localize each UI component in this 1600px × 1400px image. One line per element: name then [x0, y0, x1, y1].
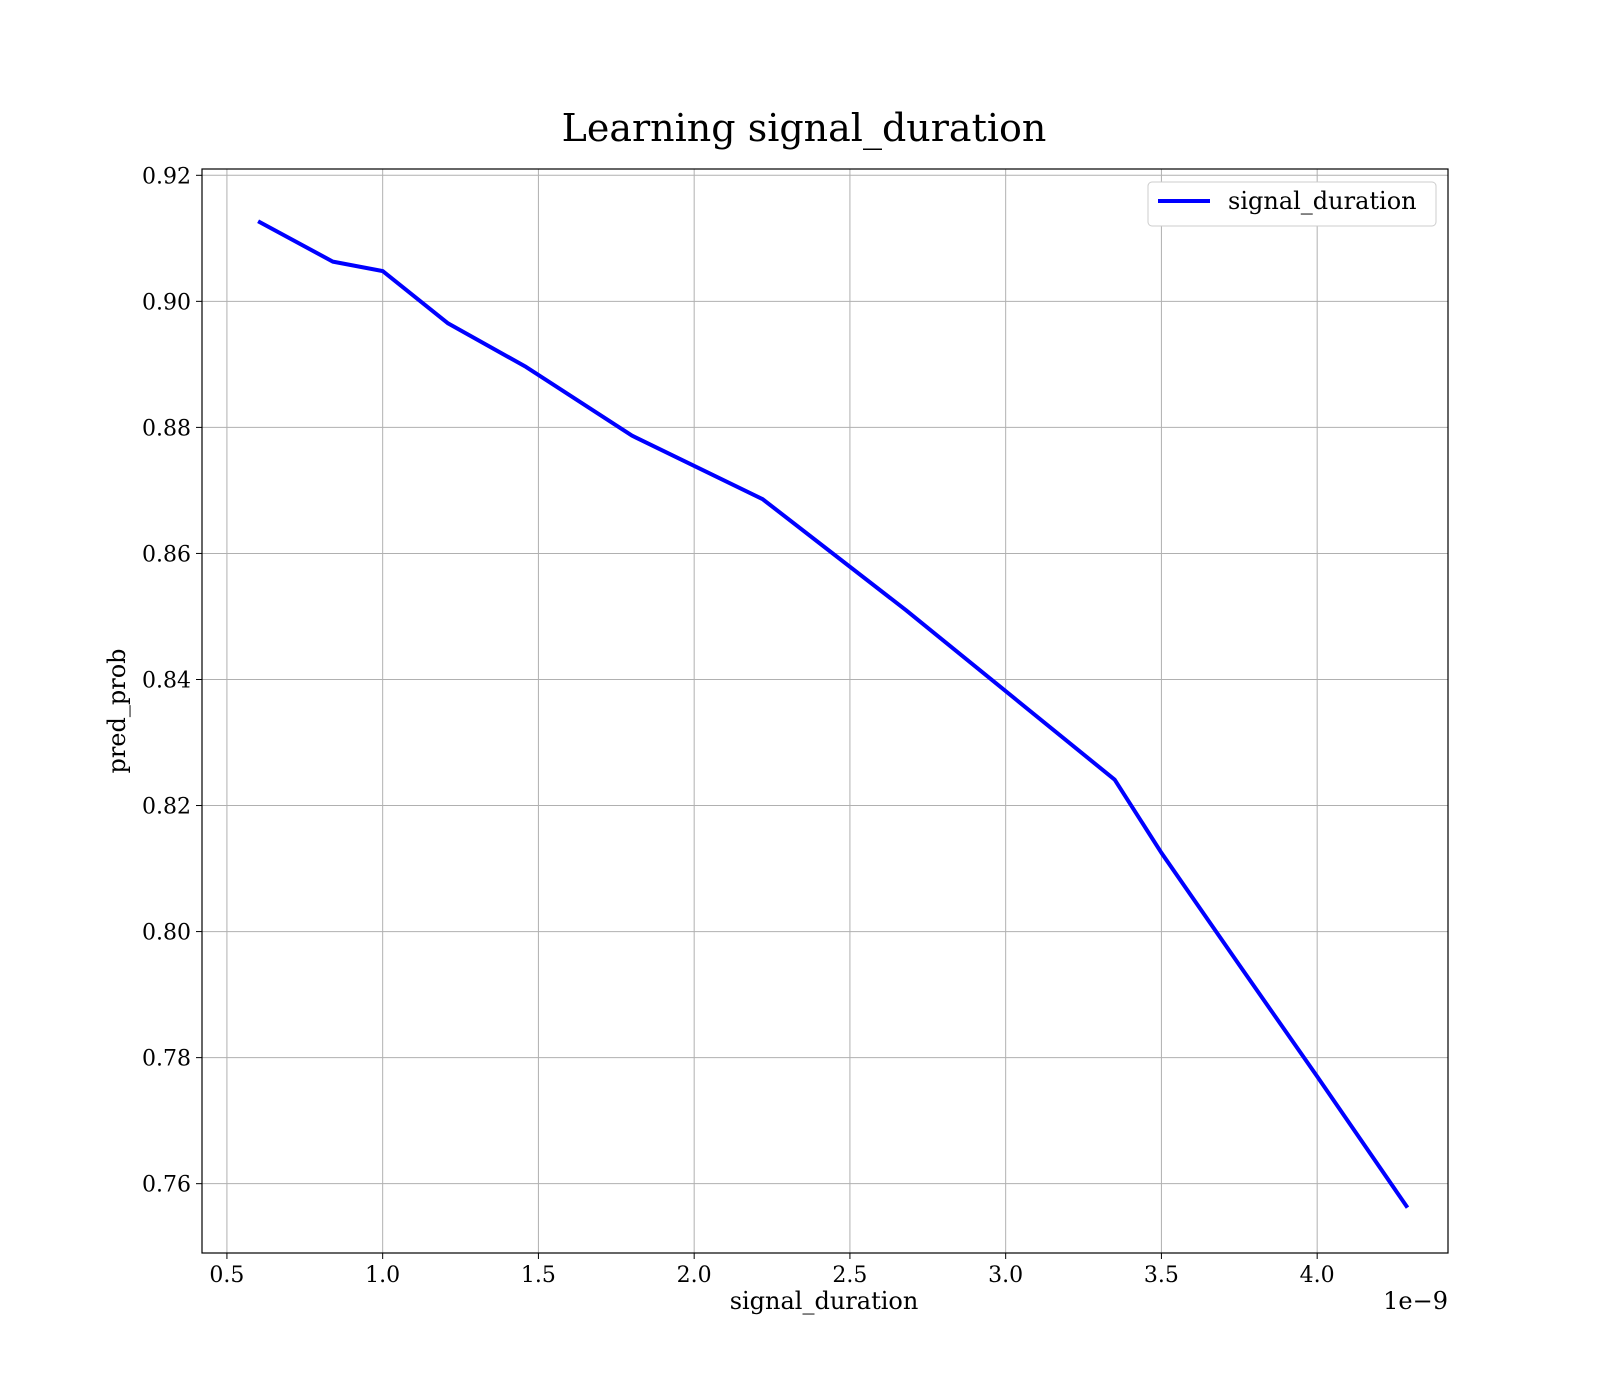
x-tick-label: 4.0	[1300, 1263, 1335, 1288]
y-tick-label: 0.78	[142, 1047, 191, 1072]
axis-ticks: 0.5 1.0 1.5 2.0 2.5 3.0 3.5 4.0 0.76 0.78 0.80 0.82…	[142, 164, 1335, 1288]
series-layer	[257, 219, 1410, 1209]
y-tick-label: 0.86	[142, 542, 191, 567]
x-tick-label: 1.5	[521, 1263, 556, 1288]
x-axis-offset-label: 1e−9	[1383, 1287, 1448, 1315]
x-tick-label: 1.0	[365, 1263, 400, 1288]
chart-title: Learning signal_duration	[562, 106, 1047, 151]
x-tick-label: 3.5	[1144, 1263, 1179, 1288]
y-tick-label: 0.76	[142, 1173, 191, 1198]
grid	[202, 169, 1448, 1253]
y-tick-label: 0.88	[142, 416, 191, 441]
plot-frame	[201, 168, 1449, 1254]
series-line	[257, 219, 1410, 1209]
x-tick-label: 0.5	[209, 1263, 244, 1288]
y-tick-label: 0.90	[142, 290, 191, 315]
y-tick-label: 0.80	[142, 921, 191, 946]
y-tick-label: 0.92	[142, 164, 191, 189]
x-tick-label: 2.0	[677, 1263, 712, 1288]
y-tick-label: 0.82	[142, 795, 191, 820]
legend-label: signal_duration	[1228, 187, 1417, 215]
y-axis-label: pred_prob	[103, 648, 131, 773]
x-tick-label: 2.5	[832, 1263, 867, 1288]
legend: signal_duration	[1147, 181, 1437, 227]
legend-box	[1147, 181, 1437, 227]
x-axis-label: signal_duration	[730, 1287, 919, 1315]
y-tick-label: 0.84	[142, 668, 191, 693]
x-tick-label: 3.0	[988, 1263, 1023, 1288]
